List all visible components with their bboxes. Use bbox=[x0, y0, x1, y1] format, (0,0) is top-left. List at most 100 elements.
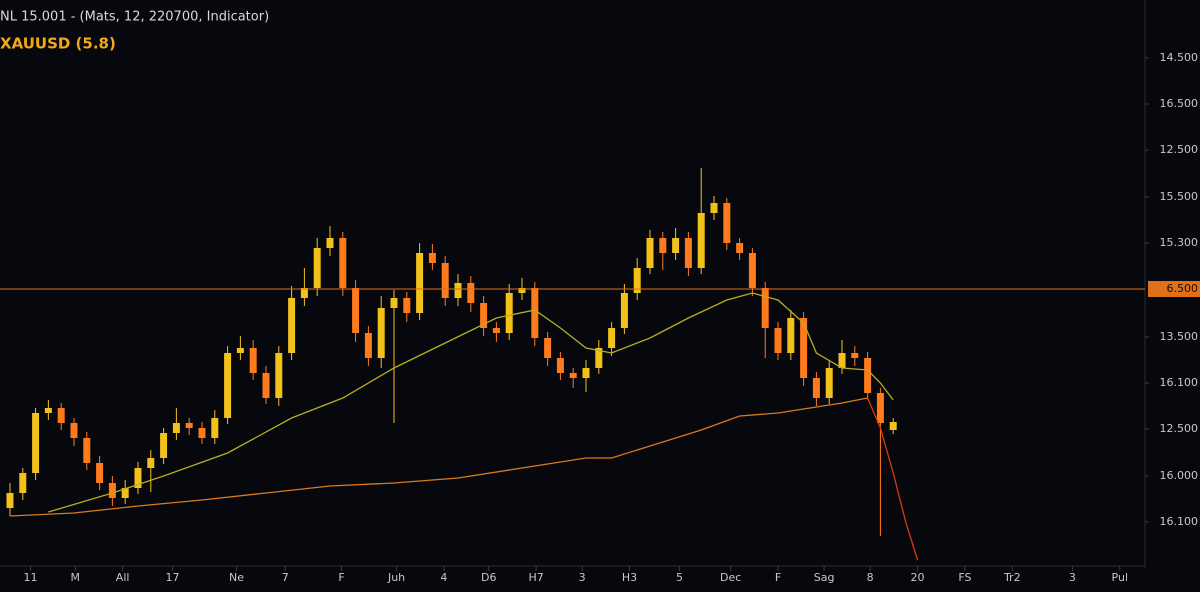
candle-body bbox=[147, 458, 155, 468]
candle-body bbox=[275, 353, 283, 398]
candle-body bbox=[70, 423, 78, 438]
candle-body bbox=[121, 488, 129, 498]
candle-body bbox=[787, 318, 795, 353]
candle-body bbox=[160, 433, 168, 458]
candle-body bbox=[172, 423, 180, 433]
current-price-label: 6.500 bbox=[1167, 282, 1199, 295]
moving-average-line bbox=[48, 292, 894, 513]
candle-body bbox=[6, 493, 14, 508]
candle-body bbox=[326, 238, 334, 248]
x-tick-label: 17 bbox=[166, 571, 180, 584]
candle-body bbox=[723, 203, 731, 243]
y-tick-label: 16.100 bbox=[1160, 376, 1199, 389]
candle-body bbox=[825, 368, 833, 398]
candle-body bbox=[339, 238, 347, 288]
candle-body bbox=[684, 238, 692, 268]
candle-body bbox=[659, 238, 667, 253]
candle-body bbox=[864, 358, 872, 393]
x-tick-label: F bbox=[338, 571, 344, 584]
x-tick-label: Pul bbox=[1112, 571, 1128, 584]
x-tick-label: 4 bbox=[440, 571, 447, 584]
candle-body bbox=[736, 243, 744, 253]
candle-body bbox=[697, 213, 705, 268]
candle-body bbox=[390, 298, 398, 308]
candle-body bbox=[761, 288, 769, 328]
current-price-tag bbox=[1148, 281, 1200, 297]
y-tick-label: 15.300 bbox=[1160, 236, 1199, 249]
chart-subtitle: NL 15.001 - (Mats, 12, 220700, Indicator… bbox=[0, 10, 269, 25]
chart-title: XAUUSD (5.8) bbox=[0, 35, 116, 53]
candle-body bbox=[262, 373, 270, 398]
candle-body bbox=[211, 418, 219, 438]
candle-body bbox=[185, 423, 193, 428]
x-tick-label: F bbox=[775, 571, 781, 584]
x-tick-label: H3 bbox=[622, 571, 637, 584]
candle-body bbox=[531, 288, 539, 338]
x-tick-label: Tr2 bbox=[1003, 571, 1021, 584]
x-tick-label: All bbox=[116, 571, 130, 584]
candle-body bbox=[198, 428, 206, 438]
moving-average-line bbox=[9, 397, 868, 517]
candle-body bbox=[32, 413, 40, 473]
candle-body bbox=[249, 348, 257, 373]
candle-body bbox=[57, 408, 65, 423]
y-tick-label: 12.500 bbox=[1160, 422, 1199, 435]
candle-body bbox=[582, 368, 590, 378]
x-tick-label: 5 bbox=[676, 571, 683, 584]
candle-body bbox=[352, 288, 360, 333]
y-tick-label: 12.500 bbox=[1160, 143, 1199, 156]
candle-body bbox=[851, 353, 859, 358]
candle-body bbox=[812, 378, 820, 398]
candle-body bbox=[454, 283, 462, 298]
candle-body bbox=[505, 293, 513, 333]
candle-body bbox=[544, 338, 552, 358]
x-tick-label: 3 bbox=[579, 571, 586, 584]
x-tick-label: M bbox=[71, 571, 81, 584]
x-tick-label: 11 bbox=[23, 571, 37, 584]
candle-body bbox=[364, 333, 372, 358]
x-tick-label: Juh bbox=[387, 571, 405, 584]
candle-body bbox=[377, 308, 385, 358]
x-tick-label: 8 bbox=[867, 571, 874, 584]
candle-body bbox=[774, 328, 782, 353]
candle-body bbox=[134, 468, 142, 488]
candle-body bbox=[748, 253, 756, 288]
candle-body bbox=[556, 358, 564, 373]
candle-body bbox=[19, 473, 27, 493]
candle-body bbox=[44, 408, 52, 413]
y-tick-label: 16.000 bbox=[1160, 469, 1199, 482]
candle-body bbox=[569, 373, 577, 378]
candle-body bbox=[518, 288, 526, 293]
candle-body bbox=[300, 288, 308, 298]
candle-body bbox=[416, 253, 424, 313]
x-tick-label: D6 bbox=[481, 571, 496, 584]
candle-body bbox=[467, 283, 475, 303]
y-tick-label: 15.500 bbox=[1160, 190, 1199, 203]
candle-body bbox=[633, 268, 641, 293]
candle-body bbox=[288, 298, 296, 353]
candle-body bbox=[108, 483, 116, 498]
candle-body bbox=[224, 353, 232, 418]
moving-average-line bbox=[867, 397, 919, 561]
y-tick-label: 16.100 bbox=[1160, 515, 1199, 528]
candle-body bbox=[492, 328, 500, 333]
candle-body bbox=[236, 348, 244, 353]
candle-body bbox=[96, 463, 104, 483]
y-tick-label: 16.500 bbox=[1160, 97, 1199, 110]
x-tick-label: 7 bbox=[282, 571, 289, 584]
candle-body bbox=[595, 348, 603, 368]
x-tick-label: Dec bbox=[720, 571, 741, 584]
candle-body bbox=[620, 293, 628, 328]
candle-body bbox=[313, 248, 321, 288]
candle-body bbox=[672, 238, 680, 253]
candle-body bbox=[889, 422, 897, 430]
candle-body bbox=[403, 298, 411, 313]
candle-body bbox=[608, 328, 616, 348]
candle-body bbox=[480, 303, 488, 328]
x-tick-label: FS bbox=[958, 571, 971, 584]
x-tick-label: Ne bbox=[229, 571, 244, 584]
candle-body bbox=[876, 393, 884, 423]
